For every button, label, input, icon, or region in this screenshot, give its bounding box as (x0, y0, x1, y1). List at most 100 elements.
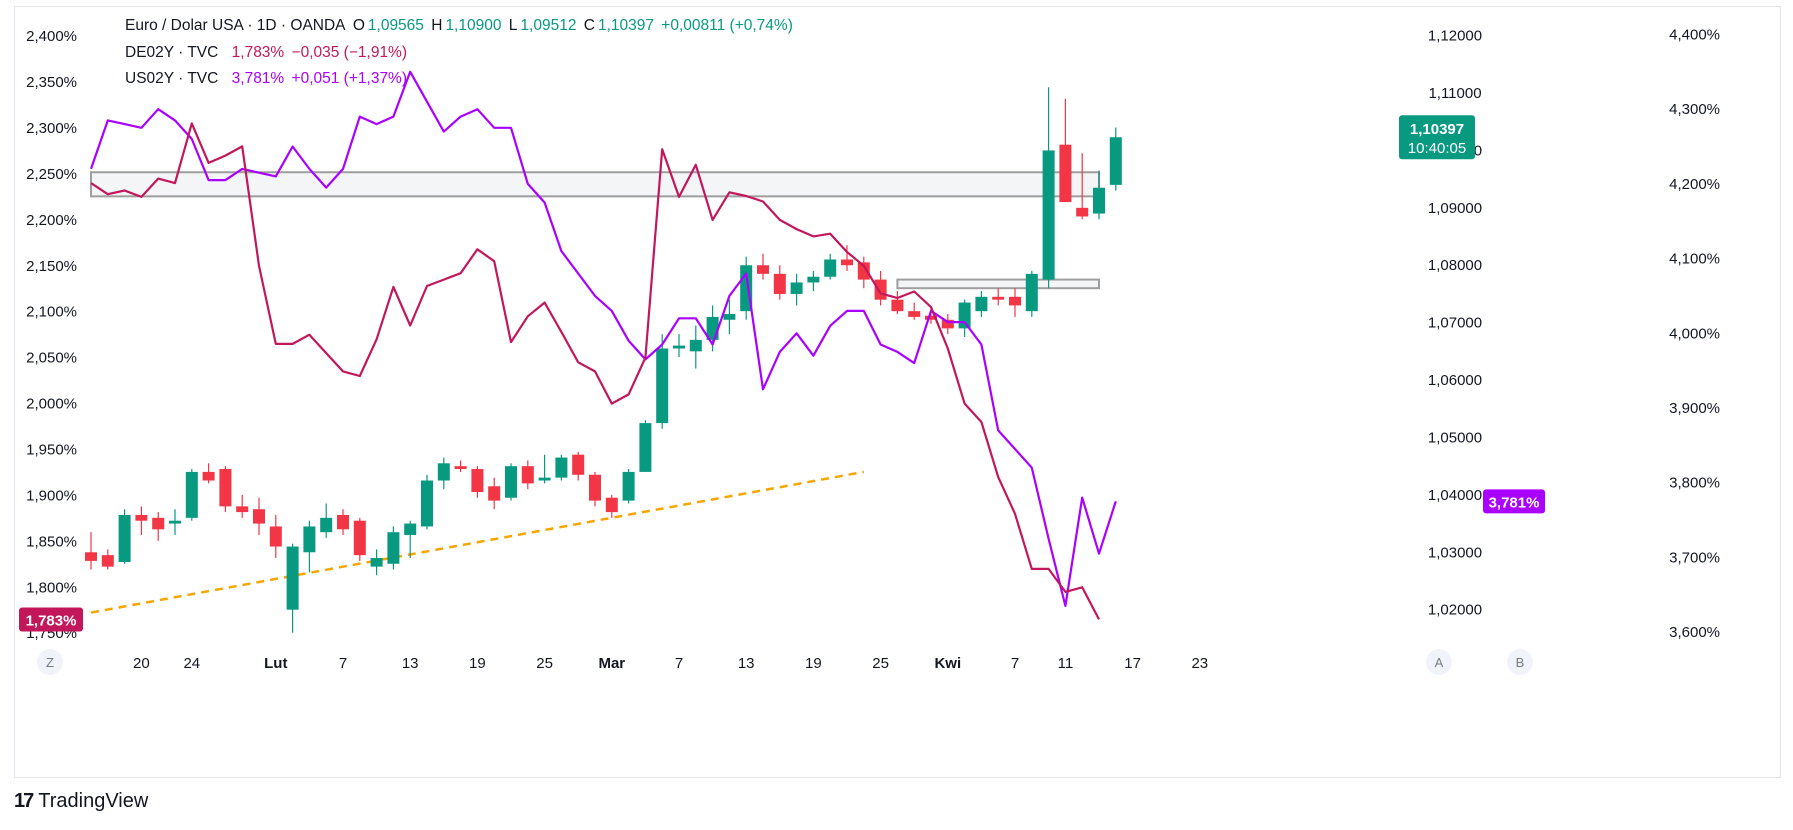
candle-body (555, 457, 568, 478)
candle-body (101, 555, 114, 567)
candle-body (135, 514, 148, 521)
legend-close-value: 1,10397 (597, 17, 654, 34)
price-badges: 1,10397 10:40:05 3,781% 1,783% (19, 115, 1545, 632)
left-axis-tick-label: 2,300% (26, 120, 77, 137)
tradingview-mark-icon: 17 (14, 790, 34, 812)
candle-body (1042, 150, 1055, 280)
candle-body (1109, 137, 1122, 185)
x-axis-tick-label: 19 (805, 655, 822, 672)
legend-de02y-value: 1,783% (231, 44, 285, 61)
right-axis-a-tick-label: 1,08000 (1428, 257, 1482, 274)
legend-main-title: Euro / Dolar USA · 1D · OANDA (125, 17, 346, 34)
candle-body (572, 454, 585, 475)
candle-body (353, 520, 366, 556)
legend-low-value: 1,09512 (520, 17, 577, 34)
right-axis-b-tick-label: 4,000% (1669, 325, 1720, 342)
tradingview-logo[interactable]: 17 TradingView (14, 790, 148, 813)
candle-body (169, 520, 181, 524)
candle-body (891, 299, 904, 312)
candle-body (118, 514, 131, 563)
legend-main: Euro / Dolar USA · 1D · OANDA O 1,09565 H… (125, 17, 796, 35)
candle-body (437, 463, 450, 481)
candle-body (925, 315, 937, 320)
candle-body (471, 469, 484, 492)
candle-body (1093, 187, 1105, 214)
legend-us02y-value: 3,781% (231, 70, 285, 87)
candle-body (757, 265, 769, 274)
scale-button-b: B (1516, 655, 1525, 670)
right-axis-b-tick-label: 4,100% (1669, 251, 1720, 268)
candle-body (404, 523, 417, 536)
right-axis-a-tick-label: 1,05000 (1428, 429, 1482, 446)
right-axis-a-tick-label: 1,02000 (1428, 602, 1482, 619)
left-axis-tick-label: 2,250% (26, 166, 77, 183)
candle-body (589, 474, 601, 501)
candle-body (488, 486, 501, 501)
chart-frame: 2,400% 2,350% 2,300% 2,250% 2,200% 2,150% 2,10… (14, 6, 1781, 778)
eurusd-candles (85, 87, 1122, 633)
price-badge (1399, 115, 1475, 160)
legend-open-value: 1,09565 (367, 17, 424, 34)
x-axis-tick-label: 20 (133, 655, 150, 672)
candle-body (941, 319, 954, 329)
us02y-last-badge-value: 3,781% (1489, 494, 1540, 511)
candle-body (454, 466, 467, 470)
candle-body (673, 345, 685, 349)
legend-de02y-change: −0,035 (−1,91%) (291, 44, 408, 61)
left-axis-tick-label: 2,100% (26, 304, 77, 321)
right-axis-b-tick-label: 4,400% (1669, 26, 1720, 43)
candle-body (857, 262, 870, 280)
right-axis-b-tick-label: 4,300% (1669, 101, 1720, 118)
candle-body (185, 471, 198, 518)
series-de02y (90, 122, 1100, 620)
scale-button-z: Z (46, 655, 54, 670)
left-axis-tick-label: 1,800% (26, 579, 77, 596)
right-axis-b-tick-label: 3,700% (1669, 549, 1720, 566)
left-axis-tick-label: 1,900% (26, 487, 77, 504)
x-axis-tick-label: 25 (872, 655, 889, 672)
candle-body (807, 276, 820, 283)
trendline (90, 470, 865, 614)
candle-body (723, 314, 736, 320)
candle-body (790, 282, 803, 294)
axes: 2,400% 2,350% 2,300% 2,250% 2,200% 2,150% 2,10… (26, 26, 1720, 675)
right-axis-a-tick-label: 1,11000 (1428, 85, 1481, 102)
zone-0 (90, 171, 1100, 198)
x-axis-tick-label: 13 (738, 655, 755, 672)
candle-body (824, 259, 837, 277)
x-axis-tick-label: 7 (339, 655, 347, 672)
candle-body (1076, 207, 1089, 217)
chart-canvas[interactable]: 2,400% 2,350% 2,300% 2,250% 2,200% 2,150% 2,10… (15, 7, 1780, 777)
legend-de02y: DE02Y · TVC 1,783% −0,035 (−1,91%) (125, 44, 410, 62)
x-axis-tick-label: 23 (1191, 655, 1208, 672)
x-axis-tick-label: 13 (402, 655, 419, 672)
candle-body (85, 552, 97, 561)
candle-body (1009, 296, 1021, 306)
legend-close-label: C (583, 17, 595, 34)
x-axis-tick-label: 19 (469, 655, 486, 672)
left-axis-tick-label: 1,850% (26, 533, 77, 550)
tradingview-brand: TradingView (38, 790, 149, 812)
candle-body (152, 517, 165, 530)
candle-body (370, 558, 383, 567)
de02y-last-badge (19, 607, 83, 632)
candle-body (975, 296, 988, 312)
price-badge-countdown: 10:40:05 (1408, 140, 1466, 157)
right-axis-a-tick-label: 1,03000 (1428, 544, 1482, 561)
x-axis-tick-label: 7 (675, 655, 683, 672)
us02y-last-badge (1483, 489, 1545, 514)
legend-us02y-change: +0,051 (+1,37%) (291, 70, 408, 87)
right-axis-b-tick-label: 3,800% (1669, 475, 1720, 492)
candle-body (421, 480, 433, 527)
left-axis-tick-label: 2,050% (26, 350, 77, 367)
de02y-last-badge-value: 1,783% (26, 612, 77, 629)
candle-body (656, 348, 669, 424)
legend-high-value: 1,10900 (445, 17, 502, 34)
right-axis-b-tick-label: 4,200% (1669, 176, 1720, 193)
left-axis-tick-label: 2,350% (26, 74, 77, 91)
x-axis-tick-label: 17 (1124, 655, 1141, 672)
left-axis-tick-label: 2,400% (26, 28, 77, 45)
candle-body (521, 466, 534, 484)
candle-body (202, 471, 215, 481)
series-us02y (89, 70, 1117, 608)
